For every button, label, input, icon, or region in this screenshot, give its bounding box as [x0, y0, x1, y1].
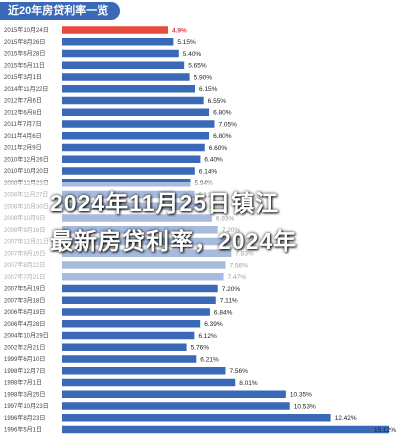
date-label: 2012年7月6日 — [4, 97, 42, 105]
value-label: 12.42% — [335, 415, 357, 422]
rate-bar — [62, 390, 286, 398]
rate-bar — [62, 120, 215, 128]
rate-bar — [62, 132, 210, 140]
rate-bar — [62, 296, 216, 304]
rate-bar — [62, 367, 226, 375]
title-overlay: 2024年11月25日镇江 最新房贷利率，2024年 — [0, 182, 400, 282]
date-label: 2007年5月19日 — [4, 285, 45, 293]
date-label: 2015年5月11日 — [4, 61, 45, 69]
rate-bar — [62, 343, 187, 351]
value-label: 7.05% — [218, 121, 237, 128]
date-label: 2004年10月29日 — [4, 332, 49, 340]
date-label: 2015年3月1日 — [4, 73, 42, 81]
date-label: 2014年11月22日 — [4, 85, 48, 93]
overlay-title-line-2: 最新房贷利率，2024年 — [50, 228, 298, 254]
value-label: 5.40% — [183, 51, 202, 58]
rate-bar — [62, 155, 201, 163]
date-label: 2006年8月19日 — [4, 308, 45, 316]
value-label: 6.60% — [209, 145, 228, 152]
chart-title: 近20年房贷利率一览 — [8, 5, 109, 17]
header-title-bar: 近20年房贷利率一览 — [0, 2, 120, 20]
rate-bar — [62, 331, 195, 340]
rate-bar — [62, 26, 168, 34]
date-label: 2012年6月8日 — [4, 108, 42, 116]
value-label: 6.80% — [213, 133, 232, 140]
date-label: 1996年8月23日 — [4, 414, 45, 422]
value-label: 6.40% — [204, 157, 223, 164]
date-label: 2011年7月7日 — [4, 120, 42, 128]
value-label: 8.01% — [239, 380, 258, 387]
rate-bar — [62, 85, 196, 93]
date-label: 2006年4月28日 — [4, 320, 45, 328]
date-label: 2015年8月26日 — [4, 38, 45, 46]
value-label: 7.56% — [230, 368, 249, 375]
rate-bar — [62, 425, 389, 434]
value-label: 6.21% — [200, 356, 219, 363]
value-label: 6.15% — [199, 86, 218, 93]
value-label: 6.80% — [213, 110, 232, 117]
rate-bar — [62, 378, 236, 387]
date-label: 1998年3月25日 — [4, 390, 45, 398]
date-label: 2010年10月20日 — [4, 167, 49, 175]
rate-bar — [62, 61, 185, 69]
date-label: 2015年10月24日 — [4, 26, 49, 34]
rate-bar — [62, 96, 204, 105]
value-label: 15.12% — [374, 427, 396, 434]
value-label: 5.15% — [177, 39, 196, 46]
date-label: 2015年6月28日 — [4, 50, 45, 58]
rate-bar — [62, 402, 290, 410]
overlay-title-line-1: 2024年11月25日镇江 — [50, 190, 280, 216]
date-label: 2010年12月26日 — [4, 155, 49, 163]
rate-bar — [62, 143, 205, 152]
value-label: 5.76% — [191, 345, 210, 352]
rate-bar — [62, 320, 201, 328]
value-label: 7.20% — [222, 286, 241, 293]
value-label: 10.35% — [290, 392, 312, 399]
value-label: 6.12% — [198, 333, 217, 340]
value-label: 10.53% — [294, 403, 316, 410]
date-label: 1999年6月10日 — [4, 355, 45, 363]
date-label: 1998年7月1日 — [4, 379, 42, 387]
rate-bar — [62, 73, 190, 81]
rate-bar — [62, 108, 210, 116]
date-label: 1996年5月1日 — [4, 426, 42, 434]
value-label: 5.90% — [194, 74, 213, 81]
rate-bar — [62, 355, 197, 363]
date-label: 1998年12月7日 — [4, 367, 45, 375]
chart-header: 近20年房贷利率一览 — [0, 0, 400, 22]
rate-bar — [62, 284, 218, 293]
value-label: 7.11% — [220, 298, 238, 305]
date-label: 1997年10月23日 — [4, 402, 49, 410]
date-label: 2007年3月18日 — [4, 296, 45, 304]
rate-bar — [62, 49, 179, 58]
rate-bar — [62, 308, 210, 316]
rate-bar — [62, 38, 174, 46]
rate-bar — [62, 167, 195, 175]
date-label: 2011年2月9日 — [4, 144, 42, 152]
value-label: 6.55% — [208, 98, 227, 105]
date-label: 2002年2月21日 — [4, 343, 45, 351]
value-label: 4.9% — [172, 27, 187, 34]
date-label: 2011年4月6日 — [4, 132, 42, 140]
value-label: 6.14% — [199, 168, 218, 175]
value-label: 6.39% — [204, 321, 223, 328]
value-label: 6.84% — [214, 309, 233, 316]
rate-bar — [62, 414, 331, 422]
value-label: 5.65% — [188, 63, 207, 70]
